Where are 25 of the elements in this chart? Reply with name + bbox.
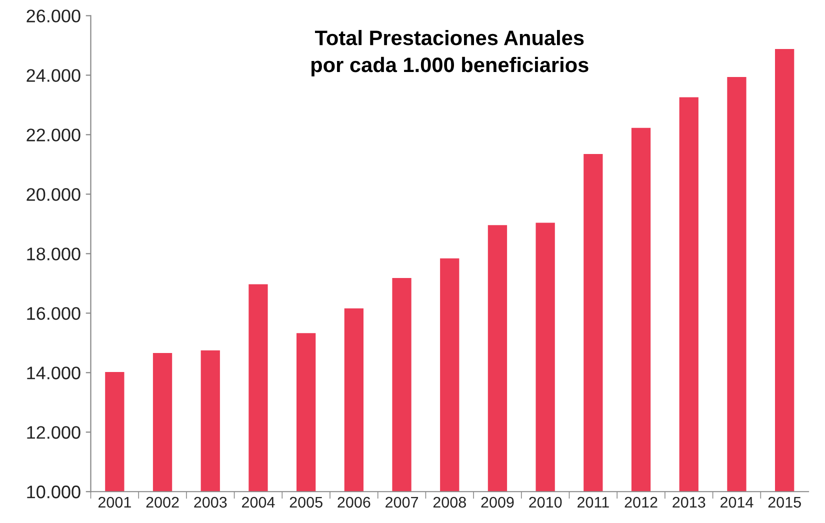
- x-tick-label: 2015: [768, 496, 801, 508]
- y-tick-label: 24.000: [26, 69, 80, 82]
- x-tick-label: 2008: [433, 496, 466, 508]
- x-tick-label: 2002: [146, 496, 179, 508]
- y-tick-label: 12.000: [27, 426, 80, 439]
- text: Total Prestaciones Anuales por cada 1.000 beneficiarios: [311, 30, 588, 76]
- x-tick-label: 2003: [194, 496, 227, 508]
- y-tick-label: 16.000: [27, 307, 80, 320]
- x-tick-label: 2005: [290, 496, 322, 508]
- x-tick-label: 2013: [672, 496, 706, 508]
- y-tick-label: 18.000: [27, 248, 80, 260]
- y-tick-label: 10.000: [27, 486, 80, 498]
- x-tick-label: 2014: [720, 496, 754, 508]
- x-tick-label: 2007: [386, 496, 418, 508]
- x-tick-label: 2010: [529, 496, 562, 508]
- y-tick-label: 20.000: [26, 188, 80, 201]
- x-tick-label: 2012: [624, 496, 658, 508]
- x-tick-label: 2011: [578, 496, 609, 508]
- y-tick-label: 14.000: [27, 366, 80, 380]
- y-tick-label: 22.000: [26, 128, 80, 142]
- x-tick-label: 2004: [242, 496, 275, 508]
- y-tick-label: 26.000: [26, 10, 80, 22]
- x-tick-label: 2001: [98, 496, 131, 508]
- x-tick-label: 2009: [481, 496, 514, 508]
- x-tick-label: 2006: [338, 496, 370, 508]
